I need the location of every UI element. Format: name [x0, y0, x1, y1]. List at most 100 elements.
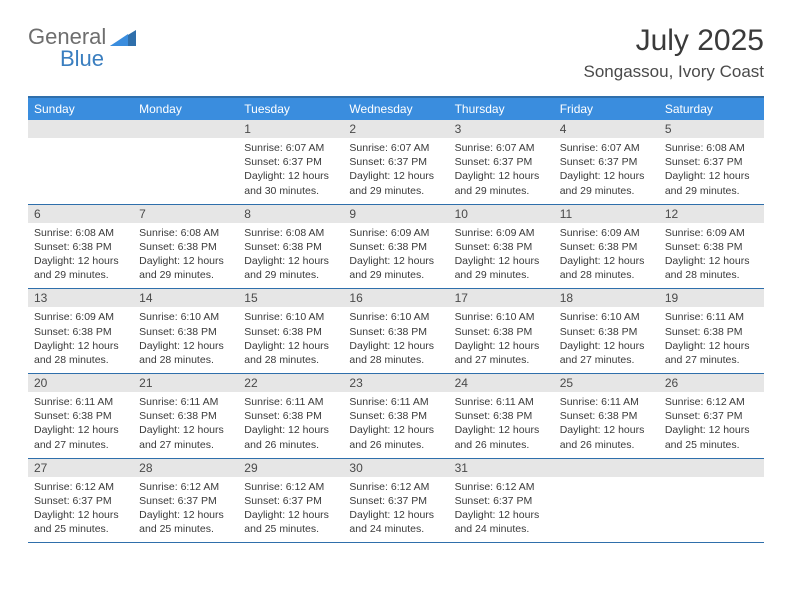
sunrise-text: Sunrise: 6:11 AM — [139, 395, 232, 409]
sunrise-text: Sunrise: 6:08 AM — [665, 141, 758, 155]
day-body: Sunrise: 6:07 AMSunset: 6:37 PMDaylight:… — [449, 138, 554, 204]
day-cell: 7Sunrise: 6:08 AMSunset: 6:38 PMDaylight… — [133, 205, 238, 289]
daylight-text-2: and 28 minutes. — [244, 353, 337, 367]
day-cell: 25Sunrise: 6:11 AMSunset: 6:38 PMDayligh… — [554, 374, 659, 458]
sunset-text: Sunset: 6:38 PM — [665, 240, 758, 254]
day-cell: 6Sunrise: 6:08 AMSunset: 6:38 PMDaylight… — [28, 205, 133, 289]
sunset-text: Sunset: 6:37 PM — [455, 494, 548, 508]
daylight-text-1: Daylight: 12 hours — [455, 169, 548, 183]
day-body — [133, 138, 238, 198]
day-body: Sunrise: 6:12 AMSunset: 6:37 PMDaylight:… — [343, 477, 448, 543]
day-body: Sunrise: 6:11 AMSunset: 6:38 PMDaylight:… — [659, 307, 764, 373]
sunset-text: Sunset: 6:38 PM — [34, 325, 127, 339]
sunrise-text: Sunrise: 6:09 AM — [665, 226, 758, 240]
day-number: 4 — [554, 120, 659, 138]
day-number: 3 — [449, 120, 554, 138]
sunrise-text: Sunrise: 6:10 AM — [349, 310, 442, 324]
daylight-text-1: Daylight: 12 hours — [244, 508, 337, 522]
day-body: Sunrise: 6:07 AMSunset: 6:37 PMDaylight:… — [238, 138, 343, 204]
daylight-text-1: Daylight: 12 hours — [665, 339, 758, 353]
daylight-text-2: and 27 minutes. — [34, 438, 127, 452]
day-body: Sunrise: 6:08 AMSunset: 6:38 PMDaylight:… — [133, 223, 238, 289]
weekday-header: Monday — [133, 98, 238, 120]
day-number — [659, 459, 764, 477]
daylight-text-2: and 25 minutes. — [34, 522, 127, 536]
daylight-text-1: Daylight: 12 hours — [139, 508, 232, 522]
day-cell: 16Sunrise: 6:10 AMSunset: 6:38 PMDayligh… — [343, 289, 448, 373]
sunset-text: Sunset: 6:38 PM — [139, 240, 232, 254]
sunrise-text: Sunrise: 6:11 AM — [349, 395, 442, 409]
daylight-text-2: and 29 minutes. — [560, 184, 653, 198]
day-number — [28, 120, 133, 138]
day-cell: 29Sunrise: 6:12 AMSunset: 6:37 PMDayligh… — [238, 459, 343, 543]
day-cell: 18Sunrise: 6:10 AMSunset: 6:38 PMDayligh… — [554, 289, 659, 373]
day-number: 2 — [343, 120, 448, 138]
daylight-text-1: Daylight: 12 hours — [139, 339, 232, 353]
day-body: Sunrise: 6:07 AMSunset: 6:37 PMDaylight:… — [554, 138, 659, 204]
daylight-text-2: and 25 minutes. — [244, 522, 337, 536]
sunset-text: Sunset: 6:37 PM — [34, 494, 127, 508]
daylight-text-2: and 26 minutes. — [349, 438, 442, 452]
day-cell: 20Sunrise: 6:11 AMSunset: 6:38 PMDayligh… — [28, 374, 133, 458]
sunrise-text: Sunrise: 6:11 AM — [560, 395, 653, 409]
sunrise-text: Sunrise: 6:11 AM — [34, 395, 127, 409]
day-body: Sunrise: 6:09 AMSunset: 6:38 PMDaylight:… — [659, 223, 764, 289]
day-body: Sunrise: 6:09 AMSunset: 6:38 PMDaylight:… — [343, 223, 448, 289]
day-number: 23 — [343, 374, 448, 392]
daylight-text-1: Daylight: 12 hours — [34, 339, 127, 353]
daylight-text-2: and 28 minutes. — [665, 268, 758, 282]
sunset-text: Sunset: 6:38 PM — [349, 409, 442, 423]
sunrise-text: Sunrise: 6:08 AM — [139, 226, 232, 240]
day-body: Sunrise: 6:07 AMSunset: 6:37 PMDaylight:… — [343, 138, 448, 204]
day-number: 28 — [133, 459, 238, 477]
daylight-text-2: and 30 minutes. — [244, 184, 337, 198]
day-cell: 5Sunrise: 6:08 AMSunset: 6:37 PMDaylight… — [659, 120, 764, 204]
sunrise-text: Sunrise: 6:10 AM — [455, 310, 548, 324]
daylight-text-1: Daylight: 12 hours — [244, 169, 337, 183]
daylight-text-1: Daylight: 12 hours — [560, 339, 653, 353]
sunrise-text: Sunrise: 6:10 AM — [139, 310, 232, 324]
sunset-text: Sunset: 6:37 PM — [560, 155, 653, 169]
daylight-text-2: and 29 minutes. — [244, 268, 337, 282]
daylight-text-1: Daylight: 12 hours — [455, 254, 548, 268]
day-cell: 27Sunrise: 6:12 AMSunset: 6:37 PMDayligh… — [28, 459, 133, 543]
day-cell: 26Sunrise: 6:12 AMSunset: 6:37 PMDayligh… — [659, 374, 764, 458]
day-body: Sunrise: 6:12 AMSunset: 6:37 PMDaylight:… — [133, 477, 238, 543]
weekday-header: Sunday — [28, 98, 133, 120]
day-number: 6 — [28, 205, 133, 223]
daylight-text-2: and 26 minutes. — [455, 438, 548, 452]
sunset-text: Sunset: 6:38 PM — [560, 409, 653, 423]
daylight-text-2: and 27 minutes. — [665, 353, 758, 367]
day-number: 24 — [449, 374, 554, 392]
sunset-text: Sunset: 6:38 PM — [560, 240, 653, 254]
day-body: Sunrise: 6:10 AMSunset: 6:38 PMDaylight:… — [343, 307, 448, 373]
day-number: 11 — [554, 205, 659, 223]
day-number: 16 — [343, 289, 448, 307]
day-number: 27 — [28, 459, 133, 477]
sunset-text: Sunset: 6:37 PM — [665, 409, 758, 423]
daylight-text-1: Daylight: 12 hours — [665, 169, 758, 183]
day-cell: 22Sunrise: 6:11 AMSunset: 6:38 PMDayligh… — [238, 374, 343, 458]
day-body: Sunrise: 6:11 AMSunset: 6:38 PMDaylight:… — [28, 392, 133, 458]
day-cell: 11Sunrise: 6:09 AMSunset: 6:38 PMDayligh… — [554, 205, 659, 289]
daylight-text-1: Daylight: 12 hours — [349, 508, 442, 522]
sunrise-text: Sunrise: 6:12 AM — [349, 480, 442, 494]
day-body: Sunrise: 6:12 AMSunset: 6:37 PMDaylight:… — [659, 392, 764, 458]
title-block: July 2025 Songassou, Ivory Coast — [584, 24, 764, 82]
daylight-text-1: Daylight: 12 hours — [244, 254, 337, 268]
day-body: Sunrise: 6:11 AMSunset: 6:38 PMDaylight:… — [449, 392, 554, 458]
daylight-text-2: and 27 minutes. — [139, 438, 232, 452]
sunrise-text: Sunrise: 6:12 AM — [139, 480, 232, 494]
logo: General Blue — [28, 24, 168, 70]
week-row: 13Sunrise: 6:09 AMSunset: 6:38 PMDayligh… — [28, 289, 764, 374]
day-cell: 31Sunrise: 6:12 AMSunset: 6:37 PMDayligh… — [449, 459, 554, 543]
sunrise-text: Sunrise: 6:08 AM — [244, 226, 337, 240]
day-cell: 4Sunrise: 6:07 AMSunset: 6:37 PMDaylight… — [554, 120, 659, 204]
sunset-text: Sunset: 6:38 PM — [455, 409, 548, 423]
day-cell: 8Sunrise: 6:08 AMSunset: 6:38 PMDaylight… — [238, 205, 343, 289]
day-number: 9 — [343, 205, 448, 223]
daylight-text-2: and 26 minutes. — [244, 438, 337, 452]
day-number: 7 — [133, 205, 238, 223]
day-body: Sunrise: 6:08 AMSunset: 6:38 PMDaylight:… — [238, 223, 343, 289]
weekday-header-row: SundayMondayTuesdayWednesdayThursdayFrid… — [28, 98, 764, 120]
